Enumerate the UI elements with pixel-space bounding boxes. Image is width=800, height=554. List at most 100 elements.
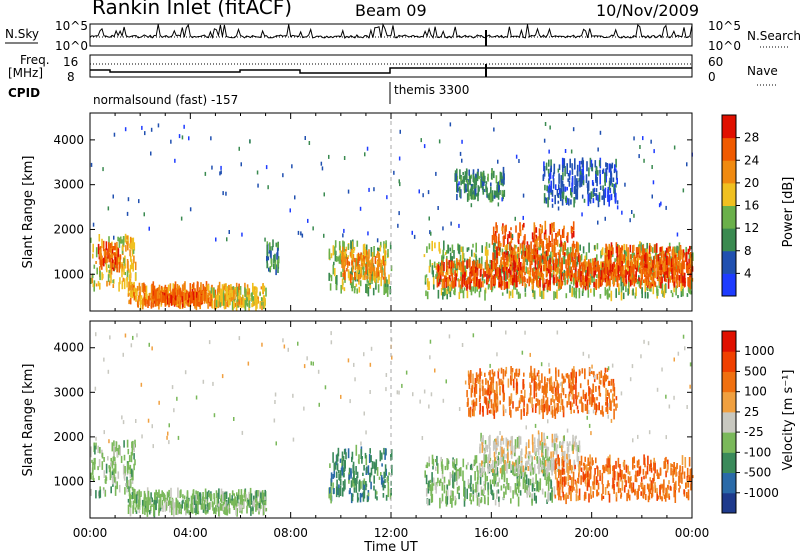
power-data-cell-9 xyxy=(469,273,472,282)
power-data-cell-8 xyxy=(626,267,629,273)
power-cbar-swatch xyxy=(722,250,736,274)
power-data-cell-8 xyxy=(505,272,507,282)
power-data-cell-1 xyxy=(99,246,102,252)
power-data-cell-9 xyxy=(643,267,645,275)
power-data-cell-9 xyxy=(538,272,541,277)
power-data-cell-11 xyxy=(629,244,632,253)
power-data-cell-10 xyxy=(545,250,548,257)
power-data-cell-4 xyxy=(236,292,239,302)
vel-data-cell-0 xyxy=(94,445,96,455)
power-data-cell-9 xyxy=(550,266,553,272)
power-data-scatter-point xyxy=(557,206,560,211)
power-data-cell-9 xyxy=(449,275,451,280)
power-data-cell-9 xyxy=(445,258,448,270)
power-data-scatter-point xyxy=(435,171,437,176)
power-data-cell-0 xyxy=(119,277,121,285)
power-data-cell-13 xyxy=(616,177,618,185)
power-data-cell-9 xyxy=(466,280,468,291)
vel-data-cell-2 xyxy=(356,476,358,485)
power-cbar-tick-label: 16 xyxy=(744,199,759,213)
power-data-scatter-point xyxy=(551,203,554,208)
vel-data-cell-3 xyxy=(515,467,518,472)
power-data-cell-9 xyxy=(546,267,548,271)
power-data-cell-9 xyxy=(565,271,567,277)
vel-data-cell-1 xyxy=(255,499,257,503)
power-data-cell-6 xyxy=(367,280,370,286)
vel-data-cell-4 xyxy=(560,442,562,446)
power-data-cell-9 xyxy=(582,275,584,281)
power-data-cell-4 xyxy=(230,293,232,302)
power-data-cell-3 xyxy=(156,291,159,299)
vel-data-cell-1 xyxy=(180,504,182,515)
power-data-cell-9 xyxy=(510,280,512,286)
power-data-scatter-point xyxy=(220,170,222,175)
power-data-cell-9 xyxy=(583,264,586,271)
power-data-cell-10 xyxy=(502,252,504,257)
power-data-cell-12 xyxy=(487,194,489,199)
power-data-cell-3 xyxy=(201,294,203,304)
power-data-cell-11 xyxy=(621,260,623,267)
power-data-cell-9 xyxy=(471,266,473,277)
power-data-cell-13 xyxy=(569,158,571,168)
vel-data-cell-3 xyxy=(446,485,449,490)
vel-data-cell-1 xyxy=(138,507,141,514)
vel-data-cell-3 xyxy=(441,459,443,469)
power-data-cell-9 xyxy=(581,268,584,274)
power-data-cell-10 xyxy=(519,243,522,250)
power-data-cell-3 xyxy=(164,297,167,307)
power-data-cell-9 xyxy=(588,277,590,283)
power-data-cell-9 xyxy=(588,262,590,274)
power-data-cell-9 xyxy=(569,272,572,281)
power-data-cell-13 xyxy=(549,188,551,193)
power-data-cell-9 xyxy=(461,266,463,273)
power-data-cell-9 xyxy=(439,274,442,280)
power-data-scatter-point xyxy=(450,221,452,226)
power-data-cell-8 xyxy=(550,273,553,278)
vel-data-cell-3 xyxy=(527,478,530,488)
power-data-cell-10 xyxy=(495,222,497,229)
vel-data-cell-3 xyxy=(539,483,541,491)
vel-data-cell-1 xyxy=(264,490,267,501)
vel-data-cell-1 xyxy=(236,492,238,497)
power-data-cell-3 xyxy=(175,295,178,304)
power-data-cell-9 xyxy=(543,282,546,288)
vel-data-cell-1 xyxy=(144,504,147,510)
power-data-cell-9 xyxy=(460,281,463,289)
power-data-cell-0 xyxy=(121,268,123,278)
vel-data-cell-4 xyxy=(578,445,581,453)
power-data-cell-7 xyxy=(368,249,370,259)
power-data-cell-11 xyxy=(645,260,648,269)
vel-data-cell-4 xyxy=(550,458,553,465)
power-data-cell-2 xyxy=(224,294,226,305)
power-data-scatter-point xyxy=(437,206,439,210)
power-data-cell-8 xyxy=(443,287,446,297)
power-data-cell-8 xyxy=(434,242,436,249)
vel-data-cell-0 xyxy=(113,440,115,451)
power-data-cell-4 xyxy=(248,295,250,305)
power-data-cell-10 xyxy=(575,250,577,258)
power-data-cell-9 xyxy=(450,268,453,277)
power-data-cell-2 xyxy=(147,295,150,303)
power-data-cell-13 xyxy=(574,175,576,186)
power-data-cell-8 xyxy=(501,248,504,255)
power-data-cell-9 xyxy=(576,277,579,283)
power-data-cell-13 xyxy=(603,198,605,206)
power-data-cell-7 xyxy=(351,264,354,273)
power-data-cell-10 xyxy=(494,245,497,250)
vel-data-cell-3 xyxy=(465,464,468,470)
vel-data-cell-0 xyxy=(111,475,114,485)
vel-data-cell-1 xyxy=(196,491,199,496)
power-data-cell-12 xyxy=(482,186,484,193)
power-data-cell-13 xyxy=(603,195,605,200)
power-data-cell-11 xyxy=(618,245,620,255)
power-data-scatter-point xyxy=(660,201,662,206)
power-data-cell-8 xyxy=(492,243,495,252)
power-data-cell-8 xyxy=(439,248,441,254)
power-data-cell-9 xyxy=(618,274,621,281)
power-data-scatter-point xyxy=(604,216,606,221)
power-data-cell-10 xyxy=(557,252,560,256)
power-data-cell-10 xyxy=(574,258,577,268)
power-data-cell-8 xyxy=(441,255,443,264)
power-data-cell-0 xyxy=(129,243,131,249)
